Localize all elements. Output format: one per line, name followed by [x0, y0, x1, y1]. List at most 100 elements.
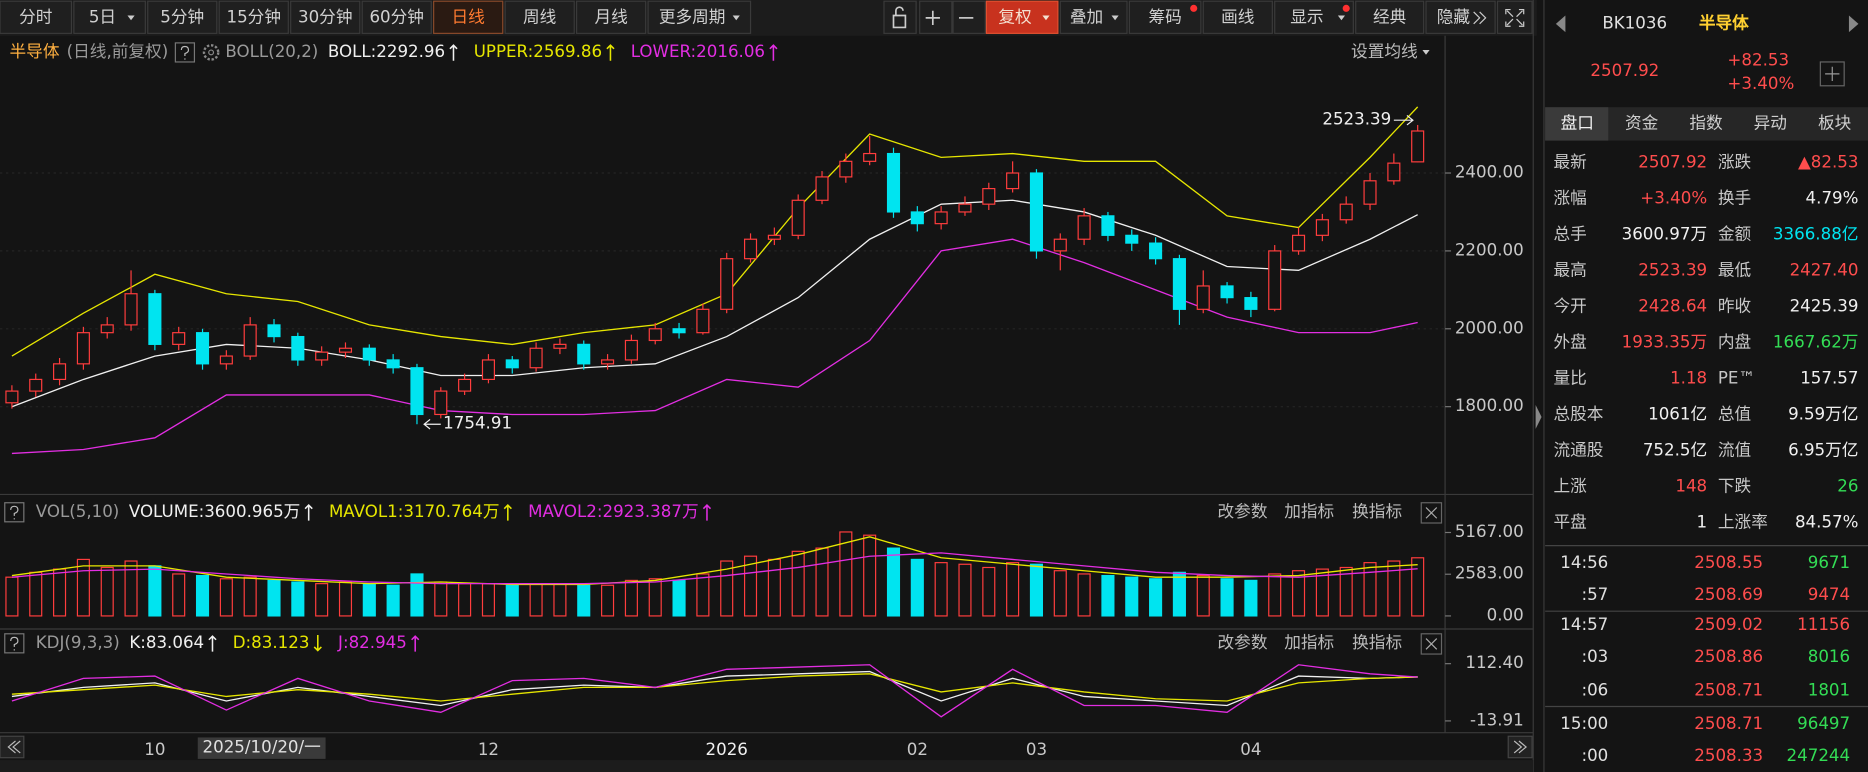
min-annotation: 1754.91 — [443, 414, 512, 433]
next-icon[interactable] — [1848, 15, 1859, 33]
candle-body — [1339, 203, 1353, 221]
close-button[interactable] — [1420, 502, 1443, 524]
tool-tab[interactable] — [1425, 0, 1496, 34]
help-button[interactable] — [174, 42, 196, 63]
volume-bar — [1006, 562, 1020, 617]
stat-value: 4.79% — [1806, 189, 1859, 208]
tab-label[interactable]: 异动 — [1754, 113, 1787, 132]
period-tab[interactable] — [504, 0, 575, 34]
tab-label[interactable]: 板块 — [1818, 113, 1852, 132]
period-tab[interactable] — [647, 0, 752, 34]
volume-bar — [505, 584, 519, 617]
tab-label[interactable]: 盘口 — [1561, 113, 1594, 132]
candle-body — [815, 176, 829, 201]
tick-time: :57 — [1581, 585, 1608, 604]
legend-value: 82.945 — [349, 633, 407, 652]
volume-bar — [219, 578, 233, 617]
tool-tab[interactable] — [1355, 0, 1425, 34]
y-tick-label: 2400.00 — [1455, 163, 1524, 182]
close-button[interactable] — [1420, 633, 1443, 655]
stat-value: 2428.64 — [1638, 297, 1707, 316]
volume-bar — [243, 576, 257, 617]
tool-tab[interactable] — [1202, 0, 1273, 34]
period-tab[interactable] — [576, 0, 647, 34]
tab-active[interactable] — [1545, 107, 1609, 141]
indicator-label: VOL(5,10) — [36, 502, 120, 521]
period-tab[interactable] — [290, 0, 361, 34]
volume-bar — [648, 578, 662, 617]
volume-bar — [839, 531, 853, 617]
pane-button[interactable]: 换指标 — [1352, 633, 1402, 652]
legend-name: K: — [129, 633, 146, 652]
dropdown-caret — [1422, 50, 1430, 55]
tick-price: 2508.55 — [1694, 553, 1763, 572]
quote-change: +82.53 — [1727, 50, 1789, 69]
period-label: 更多周期 — [659, 7, 726, 26]
volume-bar — [791, 550, 805, 617]
tool-button[interactable] — [883, 0, 917, 34]
trend-arrow — [606, 44, 615, 61]
candle-body — [982, 187, 996, 205]
candle-body — [934, 211, 948, 225]
add-button[interactable] — [1819, 61, 1845, 87]
pane-button[interactable]: 改参数 — [1218, 502, 1268, 521]
pane-button[interactable]: 换指标 — [1352, 502, 1402, 521]
period-tab[interactable] — [73, 0, 146, 34]
stat-value: 752.5亿 — [1643, 441, 1707, 460]
period-label: 周线 — [523, 7, 557, 26]
period-tab[interactable] — [218, 0, 289, 34]
volume-bar — [1268, 573, 1282, 617]
period-tab[interactable] — [433, 0, 504, 34]
tick-volume: 1801 — [1808, 680, 1850, 699]
volume-bar — [5, 576, 19, 617]
candle-body — [219, 355, 233, 365]
tab-label[interactable]: 指数 — [1689, 113, 1723, 132]
stat-value: 26 — [1837, 477, 1858, 496]
period-tab[interactable] — [147, 0, 218, 34]
pane-button[interactable]: 改参数 — [1218, 633, 1268, 652]
collapse-handle[interactable] — [1535, 405, 1542, 429]
legend-name: MAVOL1: — [329, 502, 403, 521]
tick-time: :06 — [1581, 680, 1608, 699]
volume-bar — [1339, 566, 1353, 617]
legend-value: 2292.96 — [376, 42, 445, 61]
candle-body — [1101, 215, 1115, 236]
max-annotation: 2523.39 — [1322, 110, 1391, 129]
tick-price: 2508.86 — [1694, 647, 1763, 666]
period-label: 60分钟 — [369, 7, 424, 26]
candle-body — [529, 347, 543, 369]
volume-bar — [720, 560, 734, 617]
volume-bar — [815, 547, 829, 617]
settings-label[interactable]: 设置均线 — [1351, 42, 1418, 61]
candle-body — [601, 359, 615, 365]
scroll-right-icon — [1513, 740, 1528, 754]
tick-volume: 9474 — [1808, 585, 1850, 604]
volume-bar — [1029, 563, 1044, 617]
legend-name: VOLUME: — [129, 502, 204, 521]
candle-body — [458, 378, 472, 392]
period-tab[interactable] — [0, 0, 73, 34]
tool-tab[interactable] — [1128, 0, 1202, 34]
notify-dot — [1342, 4, 1350, 12]
volume-bar — [1196, 574, 1210, 617]
prev-icon[interactable] — [1555, 15, 1566, 33]
help-button[interactable] — [4, 633, 25, 654]
tool-label: 画线 — [1221, 7, 1255, 26]
candle-body — [243, 324, 257, 357]
y-tick-label: -13.91 — [1470, 710, 1524, 729]
pane-button[interactable]: 加指标 — [1284, 633, 1334, 652]
volume-bar — [624, 579, 638, 617]
scroll-left[interactable] — [0, 735, 25, 759]
scroll-right[interactable] — [1507, 735, 1533, 759]
settings-icon[interactable] — [202, 44, 220, 61]
pane-button[interactable]: 加指标 — [1284, 502, 1334, 521]
fullscreen-button[interactable] — [1496, 0, 1533, 34]
period-tab[interactable] — [361, 0, 432, 34]
help-button[interactable] — [4, 502, 25, 523]
volume-bar — [1244, 579, 1258, 617]
tool-label: 显示 — [1290, 7, 1323, 26]
stat-label: 量比 — [1553, 369, 1586, 388]
stat-label: 今开 — [1553, 297, 1586, 316]
tab-label[interactable]: 资金 — [1625, 113, 1659, 132]
dropdown-caret — [1042, 15, 1050, 21]
